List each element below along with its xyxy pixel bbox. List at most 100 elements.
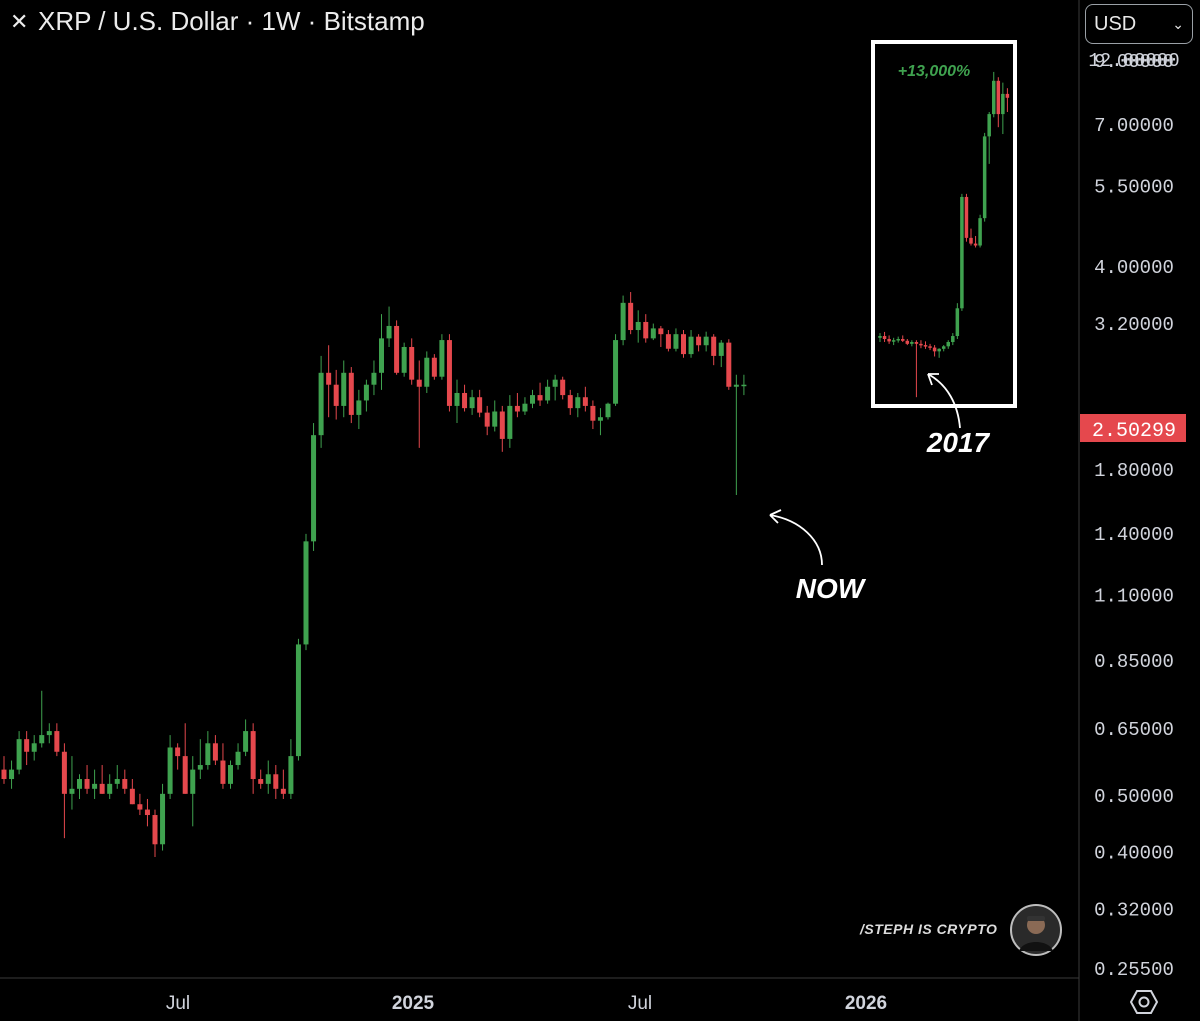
inset-candle (982, 132, 987, 222)
inset-candle (928, 343, 932, 351)
main-candle (416, 360, 422, 448)
inset-candle (992, 71, 996, 118)
main-candle (492, 400, 498, 432)
inset-candle (987, 111, 991, 164)
x-axis-ticks: Jul 2025 Jul 2026 (166, 993, 887, 1014)
main-candle (711, 334, 717, 366)
main-candle (673, 328, 679, 352)
main-candle (590, 400, 596, 430)
main-candle (681, 330, 686, 358)
main-candle (333, 369, 339, 420)
main-candle (394, 320, 400, 375)
year-label: 2017 (926, 427, 991, 458)
main-candle (597, 408, 603, 436)
main-candle (726, 339, 732, 390)
main-candle (356, 389, 362, 430)
main-candle (77, 774, 82, 799)
y-tick-label: 12.00000 (1088, 50, 1179, 72)
main-candle (175, 743, 181, 770)
main-candle (341, 360, 347, 418)
y-tick-label: 0.40000 (1094, 843, 1174, 865)
main-candle (741, 374, 747, 396)
y-tick-label: 0.50000 (1094, 786, 1174, 808)
main-candle (303, 533, 309, 651)
y-tick-label: 3.20000 (1094, 314, 1174, 336)
main-candle (107, 774, 113, 799)
inset-candle (978, 214, 982, 248)
main-candle (530, 389, 535, 409)
price-tag: 2.50299 (1080, 414, 1186, 443)
main-candle (167, 735, 173, 799)
currency-selector[interactable]: USD ⌄ (1085, 4, 1193, 44)
x-tick-label: Jul (628, 993, 652, 1014)
main-candle (114, 765, 120, 789)
x-tick-label: Jul (166, 993, 190, 1014)
main-candle (84, 765, 90, 794)
main-candle (122, 769, 128, 794)
main-candle (439, 334, 445, 380)
main-candle (235, 743, 241, 770)
close-icon[interactable]: ✕ (10, 9, 29, 34)
main-candle (401, 342, 407, 377)
main-candle (371, 360, 377, 396)
main-candle (733, 374, 739, 496)
main-candle (628, 292, 634, 335)
y-tick-label: 1.40000 (1094, 524, 1174, 546)
inset-candle (996, 77, 1001, 128)
inset-candle (937, 348, 941, 358)
x-tick-label: 2026 (845, 993, 887, 1014)
main-candle (582, 386, 588, 412)
main-candle (567, 389, 573, 415)
y-tick-label: 5.50000 (1094, 176, 1174, 198)
main-candle (31, 735, 37, 761)
main-candle (613, 334, 619, 406)
main-candle (718, 340, 724, 368)
main-candle (379, 314, 384, 390)
main-candle (190, 756, 196, 827)
main-candle (696, 334, 702, 352)
inset-candle (923, 341, 928, 349)
main-candle (243, 719, 249, 757)
main-candle (212, 735, 218, 766)
main-candle (144, 798, 150, 827)
currency-value: USD (1094, 13, 1137, 35)
main-candle (409, 338, 415, 385)
main-candle (650, 323, 656, 341)
inset-candle (1005, 88, 1010, 112)
main-candle (295, 638, 301, 761)
settings-icon[interactable] (1130, 988, 1158, 1016)
main-candle (258, 769, 264, 789)
main-candle (220, 743, 226, 789)
y-tick-label: 7.00000 (1094, 115, 1174, 137)
main-candle (522, 397, 528, 415)
main-candle (363, 379, 369, 412)
main-candle (605, 402, 611, 420)
chevron-down-icon: ⌄ (1172, 16, 1184, 32)
main-candle (665, 330, 671, 352)
main-candle (273, 765, 279, 799)
main-candle (182, 723, 188, 794)
inset-candle (901, 335, 905, 343)
y-tick-label: 1.10000 (1094, 585, 1174, 607)
chart-title: XRP / U.S. Dollar · 1W · Bitstamp (38, 6, 425, 36)
y-tick-label: 0.25500 (1094, 959, 1174, 981)
inset-2017-box (871, 40, 1017, 408)
main-candle (514, 392, 520, 418)
main-candle (643, 314, 649, 343)
gain-label: +13,000% (898, 63, 971, 80)
current-price-label: 2.50299 (1092, 420, 1176, 443)
main-candle (265, 760, 271, 794)
main-candle (54, 723, 60, 757)
main-candle (552, 374, 558, 401)
avatar-icon (1010, 904, 1062, 956)
y-tick-label: 9.00000 (1094, 51, 1174, 73)
inset-candle (964, 193, 969, 242)
inset-candle (910, 340, 914, 347)
inset-candles (878, 71, 1010, 398)
main-candle (484, 405, 490, 436)
inset-candle (932, 345, 937, 357)
main-candle (575, 392, 581, 418)
main-candle (129, 779, 135, 805)
y-tick-label: 0.65000 (1094, 719, 1174, 741)
